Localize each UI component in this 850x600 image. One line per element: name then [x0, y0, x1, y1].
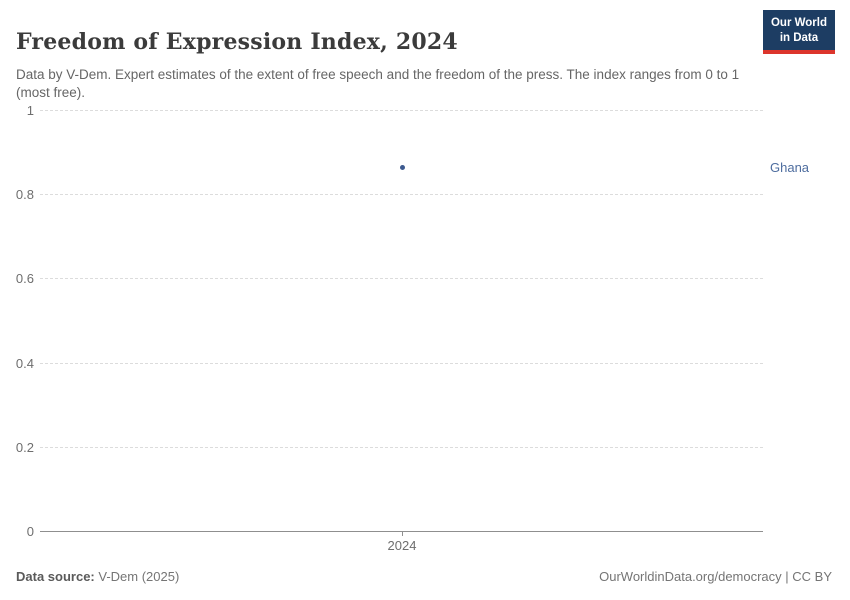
y-tick-label-zero: 0 [26, 524, 34, 539]
data-source-label: Data source: [16, 569, 95, 584]
x-axis-line: 0 [27, 524, 763, 539]
chart-subtitle: Data by V-Dem. Expert estimates of the e… [16, 66, 740, 100]
y-tick-label: 0.6 [15, 271, 34, 286]
gridline-0-4: 0.4 [16, 356, 763, 371]
x-tick-mark [402, 531, 403, 536]
owid-logo-line2: in Data [779, 31, 819, 44]
y-tick-label: 0.8 [15, 187, 34, 202]
owid-logo[interactable]: Our World in Data [762, 10, 835, 54]
data-point-ghana[interactable] [400, 165, 405, 170]
gridline-0-6: 0.6 [16, 271, 763, 286]
y-tick-label: 0.4 [15, 356, 34, 371]
owid-logo-line1: Our World [770, 17, 827, 29]
y-tick-label: 0.2 [15, 440, 34, 455]
data-source-value: V-Dem (2025) [94, 569, 180, 584]
credit-link[interactable]: OurWorldinData.org/democracy | CC BY [599, 569, 832, 584]
gridline-0-2: 0.2 [16, 440, 763, 455]
gridline-0-8: 0.8 [16, 187, 763, 202]
y-tick-label: 1 [26, 103, 34, 118]
page-title: Freedom of Expression Index, 2024 [16, 28, 458, 55]
x-tick-label: 2024 [387, 538, 417, 553]
data-source-note: Data source: V-Dem (2025) [16, 569, 179, 584]
gridline-1: 1 [27, 103, 763, 118]
entity-label-ghana[interactable]: Ghana [770, 160, 810, 175]
